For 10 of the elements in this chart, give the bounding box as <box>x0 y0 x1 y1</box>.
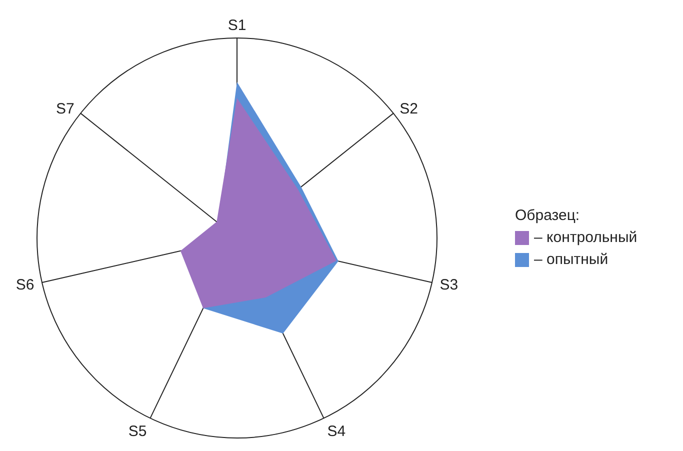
spoke-label: S3 <box>440 276 458 294</box>
legend-label: – контрольный <box>534 228 638 248</box>
legend-title: Образец: <box>515 206 581 226</box>
spoke-label: S6 <box>16 276 34 294</box>
spoke-label: S7 <box>56 100 74 118</box>
spoke-label: S1 <box>228 17 246 34</box>
spoke-label: S5 <box>128 423 147 440</box>
spoke-label: S4 <box>327 423 346 440</box>
spoke-label: S2 <box>400 100 418 118</box>
legend-label: – опытный <box>534 250 608 270</box>
